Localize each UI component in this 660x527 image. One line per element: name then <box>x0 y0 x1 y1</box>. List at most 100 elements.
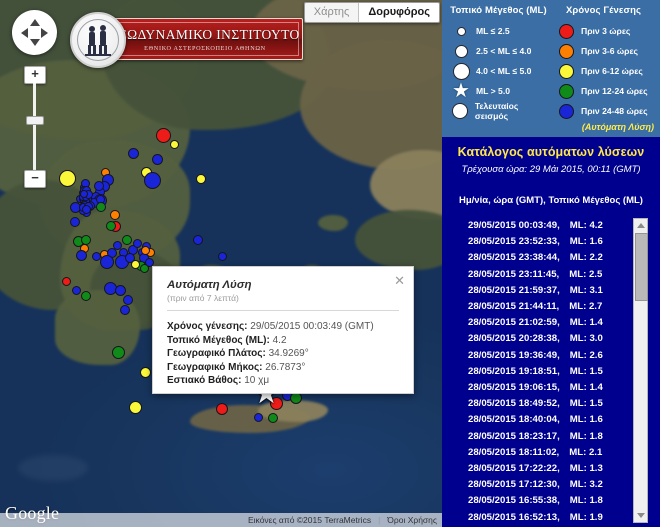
earthquake-marker[interactable] <box>61 276 71 286</box>
earthquake-marker[interactable] <box>151 153 163 165</box>
earthquake-marker[interactable] <box>269 396 283 410</box>
catalog-row[interactable]: 28/05/2015 16:55:38, ML: 1.8 <box>468 493 638 509</box>
pan-down-icon[interactable] <box>30 39 40 46</box>
earthquake-marker[interactable] <box>100 255 114 269</box>
catalog-row[interactable]: 28/05/2015 18:23:17, ML: 1.8 <box>468 429 638 445</box>
legend-time-label: Πριν 3-6 ώρες <box>581 46 639 56</box>
catalog-row[interactable]: 28/05/2015 18:11:02, ML: 2.1 <box>468 445 638 461</box>
earthquake-marker[interactable] <box>122 235 132 245</box>
pan-up-icon[interactable] <box>30 19 40 26</box>
catalog-row[interactable]: 28/05/2015 23:52:33, ML: 1.6 <box>468 234 638 250</box>
catalog-row[interactable]: 28/05/2015 20:28:38, ML: 3.0 <box>468 331 638 347</box>
close-icon[interactable]: ✕ <box>394 273 405 288</box>
catalog-row[interactable]: 28/05/2015 19:36:49, ML: 2.6 <box>468 348 638 364</box>
cloud-patch-2 <box>18 455 88 481</box>
legend-time-label: Πριν 12-24 ώρες <box>581 86 648 96</box>
earthquake-marker[interactable] <box>139 263 149 273</box>
island-lesvos <box>318 215 348 231</box>
catalog-row-date: 28/05/2015 19:18:51, <box>468 365 560 377</box>
earthquake-marker[interactable] <box>139 366 151 378</box>
legend-time-row: Πριν 12-24 ώρες <box>551 81 656 101</box>
earthquake-marker[interactable] <box>123 295 133 305</box>
earthquake-marker[interactable] <box>268 413 278 423</box>
earthquake-marker[interactable] <box>143 171 161 189</box>
earthquake-marker[interactable] <box>193 235 203 245</box>
earthquake-marker[interactable] <box>196 174 206 184</box>
map-type-control[interactable]: Χάρτης Δορυφόρος <box>303 2 440 23</box>
pan-left-icon[interactable] <box>21 28 28 38</box>
map-type-satellite[interactable]: Δορυφόρος <box>359 3 439 22</box>
catalog-row[interactable]: 28/05/2015 21:59:37, ML: 3.1 <box>468 283 638 299</box>
earthquake-marker[interactable] <box>217 251 227 261</box>
legend-magnitude-label: 2.5 < ML ≤ 4.0 <box>476 46 532 56</box>
zoom-slider-track[interactable] <box>33 83 36 171</box>
catalog-row[interactable]: 28/05/2015 19:06:15, ML: 1.4 <box>468 380 638 396</box>
catalog-row[interactable]: 28/05/2015 16:52:13, ML: 1.9 <box>468 510 638 523</box>
earthquake-marker[interactable] <box>80 190 88 198</box>
legend-auto-note: (Αυτόματη Λύση) <box>581 122 654 132</box>
earthquake-marker[interactable] <box>58 169 76 187</box>
earthquake-marker[interactable] <box>71 285 81 295</box>
logo-subtitle: ΕΘΝΙΚΟ ΑΣΤΕΡΟΣΚΟΠΕΙΟ ΑΘΗΝΩΝ <box>144 44 266 52</box>
catalog-row[interactable]: 28/05/2015 17:12:30, ML: 3.2 <box>468 477 638 493</box>
popup-title: Αυτόματη Λύση <box>167 279 252 291</box>
legend-magnitude-row: Τελευταίος σεισμός <box>446 101 551 121</box>
legend-magnitude-label: ML ≤ 2.5 <box>476 26 510 36</box>
earthquake-marker[interactable] <box>94 181 104 191</box>
earthquake-marker[interactable] <box>216 403 228 415</box>
earthquake-marker[interactable] <box>75 249 87 261</box>
earthquake-marker[interactable] <box>127 147 139 159</box>
earthquake-marker[interactable] <box>81 291 91 301</box>
logo-ribbon: ΓΕΩΔΥΝΑΜΙΚΟ ΙΝΣΤΙΤΟΥΤΟ ΕΘΝΙΚΟ ΑΣΤΕΡΟΣΚΟΠ… <box>107 18 303 60</box>
earthquake-marker[interactable] <box>130 259 140 269</box>
earthquake-marker[interactable] <box>96 202 106 212</box>
pan-control[interactable] <box>12 10 57 55</box>
earthquake-marker[interactable] <box>169 139 179 149</box>
attribution-text: Εικόνες από ©2015 TerraMetrics <box>247 515 372 525</box>
earthquake-marker[interactable] <box>132 238 142 248</box>
catalog-row[interactable]: 28/05/2015 21:44:11, ML: 2.7 <box>468 299 638 315</box>
earthquake-marker[interactable] <box>114 284 126 296</box>
catalog-row-magnitude: ML: 1.5 <box>569 365 603 377</box>
catalog-row[interactable]: 28/05/2015 21:02:59, ML: 1.4 <box>468 315 638 331</box>
catalog-row[interactable]: 28/05/2015 17:22:22, ML: 1.3 <box>468 461 638 477</box>
earthquake-marker[interactable] <box>128 400 142 414</box>
earthquake-marker[interactable] <box>253 412 263 422</box>
catalog-row[interactable]: 28/05/2015 23:11:45, ML: 2.5 <box>468 267 638 283</box>
zoom-control[interactable]: + − <box>24 66 46 188</box>
catalog-row[interactable]: 28/05/2015 23:38:44, ML: 2.2 <box>468 250 638 266</box>
earthquake-marker[interactable] <box>70 217 80 227</box>
popup-field-row: Γεωγραφικό Μήκος: 26.7873° <box>167 361 399 375</box>
catalog-row-magnitude: ML: 1.6 <box>569 236 603 248</box>
legend-time-label: Πριν 24-48 ώρες <box>581 106 648 116</box>
zoom-in-button[interactable]: + <box>24 66 46 84</box>
earthquake-marker[interactable] <box>106 221 116 231</box>
catalog-row[interactable]: 28/05/2015 19:18:51, ML: 1.5 <box>468 364 638 380</box>
legend-magnitude-label: 4.0 < ML ≤ 5.0 <box>476 66 532 76</box>
scrollbar-thumb[interactable] <box>635 233 648 301</box>
earthquake-info-popup[interactable]: Αυτόματη Λύση (πριν από 7 λεπτά) ✕ Χρόνο… <box>152 266 414 394</box>
earthquake-marker[interactable] <box>110 210 120 220</box>
scroll-up-icon[interactable] <box>634 219 647 232</box>
earthquake-marker[interactable] <box>120 305 130 315</box>
catalog-row[interactable]: 28/05/2015 18:40:04, ML: 1.6 <box>468 412 638 428</box>
earthquake-marker[interactable] <box>155 127 171 143</box>
zoom-out-button[interactable]: − <box>24 170 46 188</box>
catalog-scrollbar[interactable] <box>633 218 648 523</box>
map-canvas[interactable]: Χάρτης Δορυφόρος + − ΓΕΩΔΥΝΑΜΙΚΟ ΙΝΣΤΙΤΟ… <box>0 0 442 527</box>
catalog-row-magnitude: ML: 1.5 <box>569 398 603 410</box>
earthquake-marker[interactable] <box>112 240 122 250</box>
pan-right-icon[interactable] <box>41 28 48 38</box>
scroll-down-icon[interactable] <box>634 509 647 522</box>
earthquake-marker[interactable] <box>81 204 91 214</box>
catalog-row-date: 28/05/2015 21:59:37, <box>468 284 560 296</box>
catalog-row[interactable]: 29/05/2015 00:03:49, ML: 4.2 <box>468 218 638 234</box>
catalog-row[interactable]: 28/05/2015 18:49:52, ML: 1.5 <box>468 396 638 412</box>
earthquake-marker[interactable] <box>111 345 125 359</box>
earthquake-marker[interactable] <box>140 245 150 255</box>
terms-link[interactable]: Όροι Χρήσης <box>387 515 437 525</box>
zoom-slider-thumb[interactable] <box>26 116 44 125</box>
catalog-list[interactable]: 29/05/2015 00:03:49, ML: 4.2 28/05/2015 23… <box>442 218 638 523</box>
map-type-roadmap[interactable]: Χάρτης <box>304 3 360 22</box>
earthquake-marker[interactable] <box>125 253 135 263</box>
